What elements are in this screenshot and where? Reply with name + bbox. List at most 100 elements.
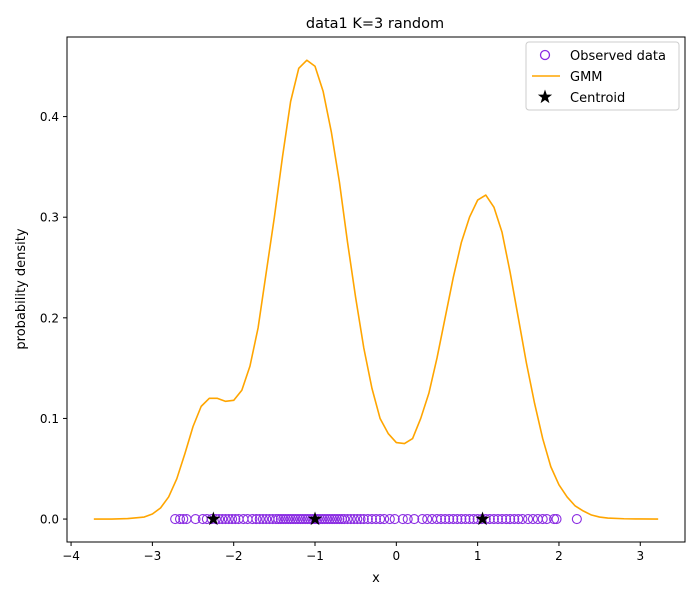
centroid-marker [475,511,490,526]
observed-data-point [492,514,504,525]
observed-data-point [397,514,408,525]
x-tick-label: −2 [225,549,243,563]
observed-data-point [275,514,286,525]
observed-data-point [402,514,413,525]
observed-data-point [297,514,308,525]
x-tick-label: −4 [62,549,80,563]
observed-data-point [223,514,234,525]
observed-data-point [257,514,269,525]
observed-data-point [517,514,528,525]
observed-data-point [230,514,241,525]
observed-data-point [464,514,475,525]
observed-data-point [523,514,534,525]
legend-label-observed-data: Observed data [570,49,666,64]
observed-data-point [267,514,278,525]
observed-data-point [362,514,373,525]
observed-data-point [270,514,282,525]
observed-data-point [379,514,390,525]
legend-label-gmm: GMM [570,70,603,85]
x-axis-label: x [372,571,380,586]
observed-data-point [551,514,562,525]
observed-data-point [251,514,262,525]
observed-data-point [261,514,272,525]
observed-data-point [190,514,201,525]
observed-data-point [170,514,181,525]
observed-data-point [278,514,289,525]
observed-data-point [178,514,189,525]
observed-data-point [496,514,508,525]
y-ticks: 0.0 0.1 0.2 0.3 0.4 [40,110,67,527]
observed-data-point [220,514,231,525]
observed-data-point [452,514,463,525]
x-tick-label: 1 [474,549,482,563]
observed-data-point [366,514,377,525]
observed-data-point [571,514,582,525]
observed-data-point [331,514,343,525]
y-axis-label: probability density [14,228,29,349]
legend-label-centroid: Centroid [570,91,625,106]
observed-data-point [384,514,395,525]
chart-title: data1 K=3 random [306,16,444,32]
observed-data-point [324,514,335,525]
observed-data-point [456,514,467,525]
observed-data-point [375,514,386,525]
observed-data-point [329,514,340,525]
plot-layer [93,59,659,526]
x-tick-label: 0 [393,549,401,563]
y-tick-label: 0.4 [40,110,59,124]
observed-data-point [295,514,306,525]
observed-data-point [300,514,311,525]
observed-data-point [174,514,186,525]
observed-data-point [290,514,301,525]
y-tick-label: 0.2 [40,311,59,325]
observed-data-point [358,514,369,525]
observed-data-point [409,514,420,525]
x-tick-label: −3 [144,549,162,563]
gmm-line [93,59,659,520]
observed-data-point [505,514,516,525]
observed-data-point [440,514,451,525]
observed-data-point [389,514,400,525]
y-tick-label: 0.0 [40,513,59,527]
observed-data-point [342,514,353,525]
axes-frame [66,36,686,543]
observed-data-point [345,514,356,525]
observed-data-point [444,514,455,525]
observed-data-point [227,514,238,525]
y-tick-label: 0.3 [40,211,59,225]
observed-data-point [448,514,459,525]
observed-data-point [370,514,382,525]
observed-data-point [355,514,366,525]
observed-data-point [509,514,520,525]
observed-data-point [339,514,350,525]
observed-data-point [417,514,428,525]
observed-data-point [217,514,228,525]
observed-data-point [352,514,363,525]
centroid-marker [307,511,323,526]
x-tick-label: 3 [636,549,644,563]
observed-data-point [285,514,296,525]
observed-data-point [292,514,303,525]
axes: −4 −3 −2 −1 0 1 2 3 0.0 0.1 0.2 0.3 0.4 [40,36,686,563]
legend: Observed data GMM Centroid [525,41,680,111]
observed-data-point [468,514,479,525]
observed-data-point [288,514,299,525]
plot-area [67,37,685,542]
legend-marker-centroid [537,89,553,104]
observed-data-point [513,514,524,525]
observed-data-point [501,514,512,525]
observed-data-point [283,514,294,525]
x-ticks: −4 −3 −2 −1 0 1 2 3 [62,542,644,563]
observed-data-point [541,514,552,525]
observed-data-point [431,514,443,525]
observed-data-point [280,514,291,525]
legend-marker-observed-data [539,49,551,61]
observed-data-point [348,514,360,525]
x-tick-label: −1 [306,549,324,563]
centroid-marker [206,511,221,526]
observed-data-point [327,514,338,525]
observed-data-point [254,514,265,525]
y-tick-label: 0.1 [40,412,59,426]
observed-data-point [322,514,333,525]
